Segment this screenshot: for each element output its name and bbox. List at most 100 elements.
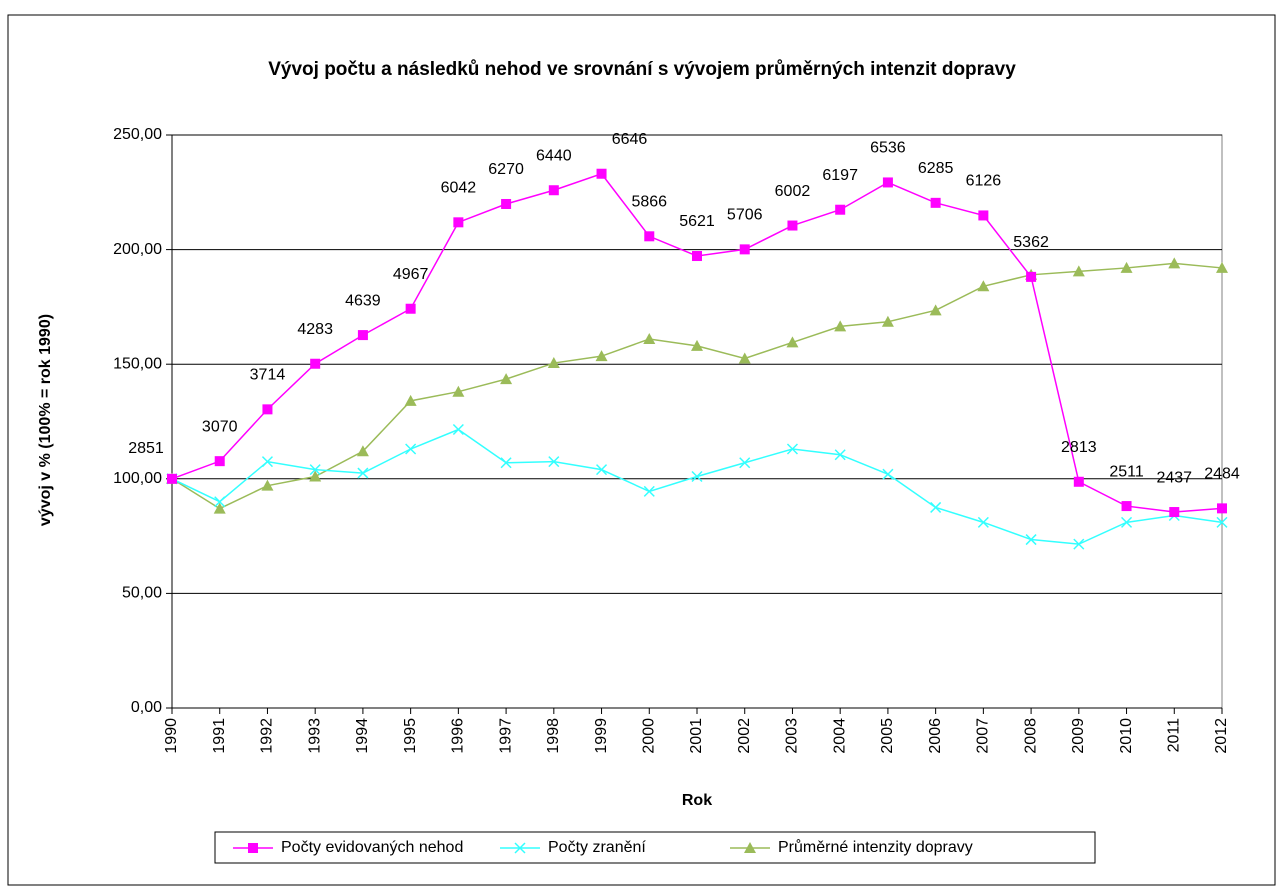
- point: [786, 443, 798, 455]
- data-label: 5621: [679, 213, 715, 230]
- point: [596, 464, 608, 476]
- data-label: 4283: [297, 321, 333, 338]
- data-label: 5706: [727, 207, 763, 224]
- chart-title: Vývoj počtu a následků nehod ve srovnání…: [268, 59, 1016, 80]
- point: [977, 280, 990, 292]
- data-label: 3070: [202, 418, 238, 435]
- point: [835, 204, 846, 215]
- y-tick-label: 100,00: [113, 470, 162, 487]
- x-tick-label: 2008: [1022, 718, 1039, 754]
- point: [643, 332, 656, 344]
- point: [691, 339, 703, 351]
- point: [978, 210, 989, 221]
- legend-label: Počty evidovaných nehod: [281, 839, 463, 856]
- point: [356, 445, 369, 457]
- point: [214, 456, 225, 467]
- data-label: 4967: [393, 266, 429, 283]
- x-tick-label: 1991: [211, 718, 228, 754]
- legend: Počty evidovaných nehod Počty zranění Prům…: [214, 831, 1096, 864]
- x-tick-label: 1998: [545, 718, 562, 754]
- x-tick-label: 2002: [736, 718, 753, 754]
- point: [744, 842, 756, 853]
- data-label: 6042: [441, 180, 477, 197]
- y-tick-label: 150,00: [113, 355, 162, 372]
- x-tick-label: 2007: [975, 718, 992, 754]
- point: [167, 473, 177, 484]
- data-label: 6285: [918, 160, 954, 177]
- data-label: 6126: [966, 173, 1002, 190]
- x-tick-label: 2000: [640, 718, 657, 754]
- point: [882, 177, 893, 188]
- legend-label: Průměrné intenzity dopravy: [778, 838, 973, 856]
- data-label: 6440: [536, 147, 572, 164]
- point: [882, 468, 894, 480]
- point: [1120, 261, 1133, 273]
- x-tick-label: 1999: [593, 718, 610, 754]
- point: [548, 185, 559, 196]
- point: [262, 404, 273, 415]
- x-tick-label: 2012: [1213, 718, 1230, 754]
- point: [595, 350, 608, 362]
- data-label: 5866: [631, 194, 667, 211]
- data-label: 4639: [345, 292, 381, 309]
- point: [881, 315, 894, 327]
- legend-label: Počty zranění: [548, 839, 646, 856]
- data-label: 2851: [128, 440, 164, 457]
- x-tick-label: 1993: [306, 718, 323, 754]
- x-tick-label: 2001: [688, 718, 705, 754]
- point: [738, 352, 751, 364]
- point: [929, 304, 942, 316]
- point: [452, 423, 464, 436]
- point: [1216, 261, 1228, 273]
- point: [500, 373, 513, 385]
- point: [1217, 503, 1227, 514]
- point: [691, 470, 703, 483]
- x-tick-label: 1992: [259, 718, 276, 754]
- point: [786, 336, 799, 348]
- x-tick-label: 2006: [927, 718, 944, 754]
- data-label: 2484: [1204, 466, 1240, 483]
- point: [834, 449, 846, 461]
- legend-box: [214, 831, 1096, 864]
- plot-area: [171, 134, 1223, 709]
- x-tick-label: 2011: [1165, 718, 1182, 753]
- data-label: 6002: [775, 183, 811, 200]
- x-tick-label: 1997: [497, 718, 514, 754]
- data-label: 5362: [1013, 234, 1049, 251]
- point: [547, 357, 560, 369]
- point: [404, 394, 417, 406]
- x-tick-label: 2010: [1118, 718, 1135, 754]
- x-tick-label: 2004: [831, 718, 848, 754]
- point: [692, 251, 702, 262]
- x-tick-label: 1996: [450, 718, 467, 754]
- x-axis-label: Rok: [682, 792, 712, 809]
- point: [309, 470, 322, 482]
- point: [405, 443, 417, 455]
- data-label: 3714: [250, 367, 286, 384]
- point: [1026, 271, 1037, 282]
- point: [213, 502, 226, 514]
- point: [452, 385, 465, 397]
- point: [1072, 265, 1085, 277]
- data-label: 2813: [1061, 439, 1097, 456]
- y-tick-label: 0,00: [131, 699, 162, 716]
- point: [500, 457, 512, 469]
- point: [310, 358, 321, 369]
- point: [357, 467, 369, 479]
- point: [1073, 538, 1085, 550]
- point: [405, 303, 416, 314]
- y-tick-label: 200,00: [113, 241, 162, 258]
- point: [1073, 476, 1084, 487]
- y-axis-label: vývoj v % (100% = rok 1990): [37, 314, 54, 526]
- point: [834, 320, 847, 332]
- x-tick-label: 2003: [784, 718, 801, 754]
- point: [357, 330, 368, 341]
- point: [514, 842, 526, 854]
- data-label: 6197: [822, 167, 858, 184]
- point: [214, 496, 226, 508]
- data-label: 2511: [1109, 463, 1144, 480]
- point: [596, 168, 607, 179]
- x-tick-label: 2005: [879, 718, 896, 754]
- point: [930, 197, 941, 208]
